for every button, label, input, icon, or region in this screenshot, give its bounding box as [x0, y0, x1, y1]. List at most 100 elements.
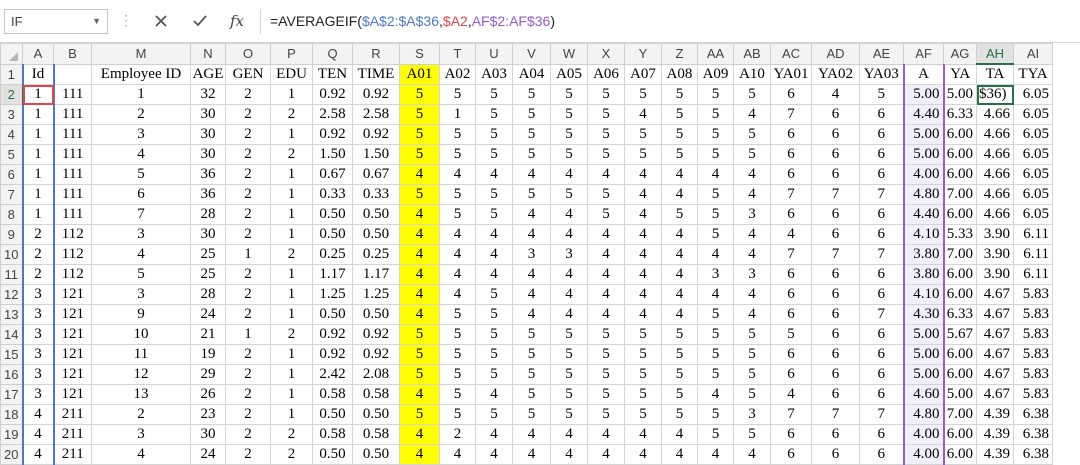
cell-o12[interactable]: 2 — [225, 284, 271, 305]
cell-o13[interactable]: 2 — [225, 304, 271, 325]
column-header-ai[interactable]: AI — [1013, 43, 1053, 65]
cell-ad16[interactable]: 6 — [811, 364, 860, 385]
cell-w16[interactable]: 5 — [550, 364, 588, 385]
cell-n6[interactable]: 36 — [190, 164, 226, 185]
cell-v20[interactable]: 4 — [512, 444, 551, 465]
cell-ae5[interactable]: 6 — [859, 144, 904, 165]
cell-o20[interactable]: 2 — [225, 444, 271, 465]
cell-t16[interactable]: 5 — [439, 364, 476, 385]
cell-x20[interactable]: 4 — [587, 444, 625, 465]
cell-ai1[interactable]: TYA — [1013, 63, 1053, 85]
cell-aa2[interactable]: 5 — [697, 84, 734, 105]
cell-s16[interactable]: 5 — [399, 364, 440, 385]
cell-ah17[interactable]: 4.67 — [976, 384, 1014, 405]
cell-ai11[interactable]: 6.11 — [1013, 264, 1053, 285]
row-header-14[interactable]: 14 — [0, 324, 23, 345]
cell-x8[interactable]: 5 — [587, 204, 625, 225]
cell-n3[interactable]: 30 — [190, 104, 226, 125]
cell-ac14[interactable]: 5 — [770, 324, 812, 345]
row-header-16[interactable]: 16 — [0, 364, 23, 385]
cell-ae9[interactable]: 6 — [859, 224, 904, 245]
cell-n7[interactable]: 36 — [190, 184, 226, 205]
cell-y18[interactable]: 5 — [624, 404, 662, 425]
cell-v4[interactable]: 5 — [512, 124, 551, 145]
cell-af1[interactable]: A — [902, 63, 945, 85]
cell-ab7[interactable]: 4 — [733, 184, 771, 205]
cell-af15[interactable]: 5.00 — [902, 344, 945, 365]
cell-y13[interactable]: 4 — [624, 304, 662, 325]
cell-a18[interactable]: 4 — [21, 404, 55, 425]
column-header-a[interactable]: A — [22, 43, 54, 65]
cell-m4[interactable]: 3 — [91, 124, 191, 145]
cell-z16[interactable]: 5 — [661, 364, 698, 385]
cell-ai4[interactable]: 6.05 — [1013, 124, 1053, 145]
cell-o18[interactable]: 2 — [225, 404, 271, 425]
cell-q11[interactable]: 1.17 — [312, 264, 353, 285]
cell-ab18[interactable]: 3 — [733, 404, 771, 425]
cell-s20[interactable]: 4 — [399, 444, 440, 465]
cell-t18[interactable]: 5 — [439, 404, 476, 425]
cell-b3[interactable]: 111 — [53, 104, 92, 125]
cell-q9[interactable]: 0.50 — [312, 224, 353, 245]
spreadsheet-grid[interactable]: A B M N O P Q R S T U V W X Y Z AA AB AC AD AE AF AG AH AI 1 Id Em… — [0, 43, 1053, 465]
cell-m11[interactable]: 5 — [91, 264, 191, 285]
cell-z1[interactable]: A08 — [661, 63, 698, 85]
cell-u13[interactable]: 5 — [475, 304, 513, 325]
cell-t5[interactable]: 5 — [439, 144, 476, 165]
cell-aa4[interactable]: 5 — [697, 124, 734, 145]
cell-ae2[interactable]: 5 — [859, 84, 904, 105]
select-all-corner[interactable] — [0, 43, 23, 65]
column-header-ah[interactable]: AH — [976, 43, 1014, 65]
cell-w17[interactable]: 5 — [550, 384, 588, 405]
cell-t19[interactable]: 2 — [439, 424, 476, 445]
cell-p17[interactable]: 1 — [270, 384, 313, 405]
cell-x10[interactable]: 4 — [587, 244, 625, 265]
cell-ad18[interactable]: 7 — [811, 404, 860, 425]
cell-v9[interactable]: 4 — [512, 224, 551, 245]
cell-ac20[interactable]: 6 — [770, 444, 812, 465]
cell-ac3[interactable]: 7 — [770, 104, 812, 125]
cell-ae20[interactable]: 6 — [859, 444, 904, 465]
cell-z18[interactable]: 5 — [661, 404, 698, 425]
cell-t7[interactable]: 5 — [439, 184, 476, 205]
row-header-4[interactable]: 4 — [0, 124, 23, 145]
cell-a5[interactable]: 1 — [21, 144, 55, 165]
cell-o8[interactable]: 2 — [225, 204, 271, 225]
cell-af4[interactable]: 5.00 — [902, 124, 945, 145]
column-header-aa[interactable]: AA — [697, 43, 734, 65]
cell-z3[interactable]: 5 — [661, 104, 698, 125]
cell-ah9[interactable]: 3.90 — [976, 224, 1014, 245]
cell-ag4[interactable]: 6.00 — [943, 124, 977, 145]
row-header-2[interactable]: 2 — [0, 84, 24, 105]
cell-t13[interactable]: 5 — [439, 304, 476, 325]
cell-af3[interactable]: 4.40 — [902, 104, 945, 125]
cell-s11[interactable]: 4 — [399, 264, 440, 285]
cell-q6[interactable]: 0.67 — [312, 164, 353, 185]
column-header-af[interactable]: AF — [903, 43, 944, 65]
cell-z11[interactable]: 4 — [661, 264, 698, 285]
cell-v12[interactable]: 4 — [512, 284, 551, 305]
cell-ac8[interactable]: 6 — [770, 204, 812, 225]
cell-n17[interactable]: 26 — [190, 384, 226, 405]
cell-b8[interactable]: 111 — [53, 204, 92, 225]
cell-ai12[interactable]: 5.83 — [1013, 284, 1053, 305]
cell-r16[interactable]: 2.08 — [352, 364, 400, 385]
cell-ag8[interactable]: 6.00 — [943, 204, 977, 225]
cell-u16[interactable]: 5 — [475, 364, 513, 385]
cell-x6[interactable]: 4 — [587, 164, 625, 185]
cell-ai18[interactable]: 6.38 — [1013, 404, 1053, 425]
cell-o10[interactable]: 1 — [225, 244, 271, 265]
cell-ag10[interactable]: 7.00 — [943, 244, 977, 265]
cell-q5[interactable]: 1.50 — [312, 144, 353, 165]
cell-u11[interactable]: 4 — [475, 264, 513, 285]
cell-af12[interactable]: 4.10 — [902, 284, 945, 305]
cell-o19[interactable]: 2 — [225, 424, 271, 445]
cell-n13[interactable]: 24 — [190, 304, 226, 325]
cell-af11[interactable]: 3.80 — [902, 264, 945, 285]
cell-af2[interactable]: 5.00 — [902, 84, 945, 105]
cell-t15[interactable]: 5 — [439, 344, 476, 365]
insert-function-icon[interactable]: fx — [229, 12, 244, 30]
cell-y16[interactable]: 5 — [624, 364, 662, 385]
cell-m17[interactable]: 13 — [91, 384, 191, 405]
cell-r6[interactable]: 0.67 — [352, 164, 400, 185]
